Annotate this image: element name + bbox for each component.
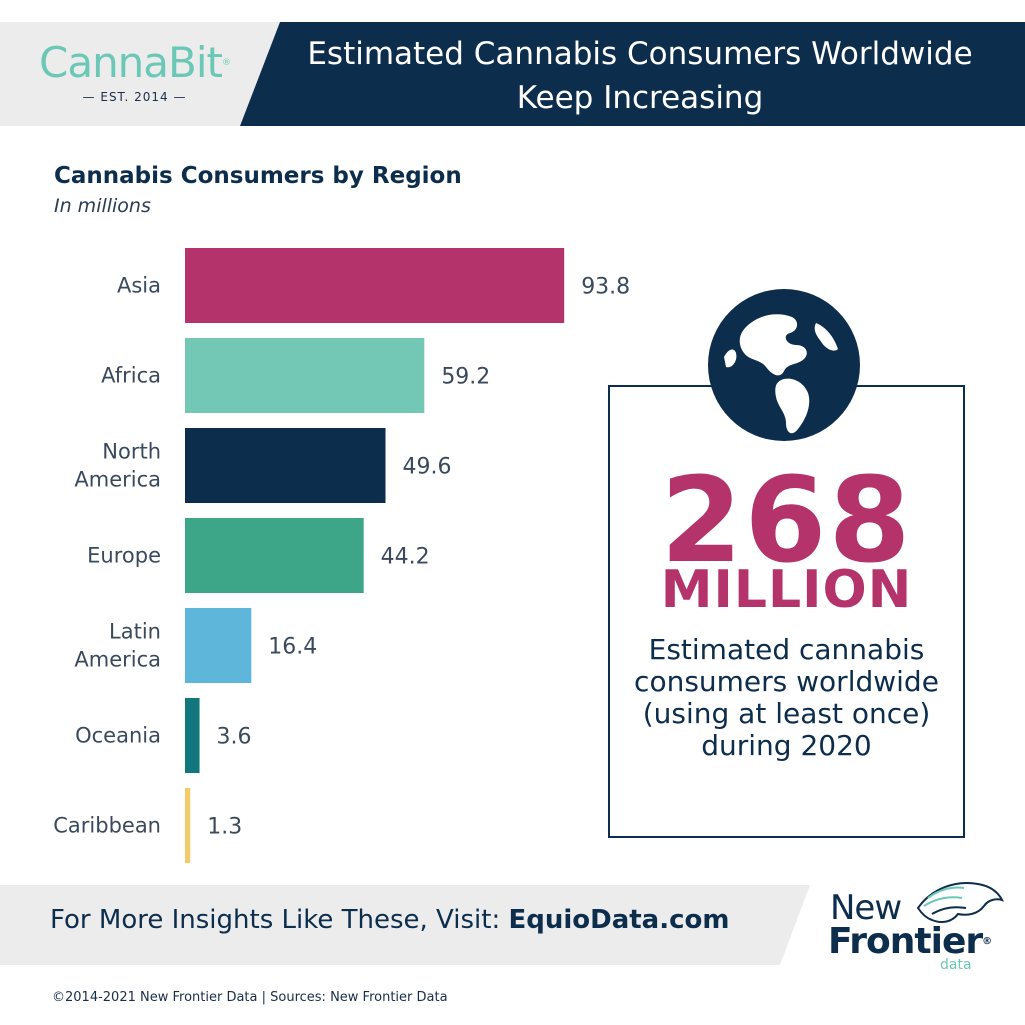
- category-label: Asia: [117, 274, 161, 298]
- new-frontier-registered-mark: ®: [982, 936, 992, 947]
- stat-description-line: (using at least once): [642, 697, 931, 730]
- page-title: Estimated Cannabis Consumers Worldwide K…: [270, 32, 1010, 120]
- value-label: 16.4: [268, 635, 317, 660]
- category-label: North America: [74, 440, 161, 492]
- stat-number: 268: [660, 451, 913, 589]
- footer-cta: For More Insights Like These, Visit: Equ…: [50, 905, 729, 935]
- value-label: 1.3: [207, 815, 242, 840]
- page-title-line-2: Keep Increasing: [516, 80, 764, 116]
- bar-asia: [185, 248, 565, 323]
- copyright: ©2014-2021 New Frontier Data | Sources: …: [52, 990, 448, 1005]
- stat-unit: MILLION: [660, 560, 913, 620]
- bar-oceania: [185, 698, 200, 773]
- stat-description: Estimated cannabis consumers worldwide (…: [618, 634, 955, 762]
- stat-box: [608, 385, 965, 838]
- footer-cta-prefix: For More Insights Like These, Visit:: [50, 905, 509, 935]
- category-label: Latin America: [74, 620, 161, 672]
- logo-established: — EST. 2014 —: [82, 90, 187, 104]
- bar-africa: [185, 338, 425, 413]
- footer-band: [0, 885, 810, 965]
- value-label: 44.2: [381, 545, 430, 570]
- bar-caribbean: [185, 788, 191, 863]
- page-title-line-1: Estimated Cannabis Consumers Worldwide: [307, 36, 973, 72]
- equiodata-link[interactable]: EquioData.com: [508, 905, 730, 935]
- logo-band: [0, 22, 280, 126]
- title-band: [240, 22, 1025, 126]
- chart-title: Cannabis Consumers by Region: [54, 163, 462, 189]
- value-label: 3.6: [217, 725, 252, 750]
- stat-description-line: consumers worldwide: [634, 665, 939, 698]
- bar-latin-america: [185, 608, 252, 683]
- value-label: 93.8: [581, 275, 630, 300]
- stat-description-line: Estimated cannabis: [648, 633, 925, 666]
- stat-description-line: during 2020: [701, 729, 872, 762]
- value-label: 49.6: [403, 455, 452, 480]
- category-label: Africa: [101, 364, 161, 388]
- bar-chart: Asia 93.8 Africa 59.2 North America 49.6 Europe…: [53, 248, 630, 863]
- cannabit-logo: CannaBit® — EST. 2014 —: [27, 38, 242, 105]
- category-label: Europe: [87, 544, 161, 568]
- value-label: 59.2: [441, 365, 490, 390]
- new-frontier-logo-new: New: [830, 888, 902, 928]
- bar-north-america: [185, 428, 386, 503]
- new-frontier-logo-frontier: Frontier®: [828, 921, 992, 962]
- chart-subtitle: In millions: [54, 195, 151, 217]
- category-label: Oceania: [75, 724, 161, 748]
- category-label: Caribbean: [53, 814, 161, 838]
- new-frontier-logo-data: data: [940, 957, 972, 973]
- globe-icon: [708, 289, 860, 441]
- logo-registered-mark: ®: [222, 58, 231, 68]
- bar-europe: [185, 518, 364, 593]
- logo-name: CannaBit: [39, 38, 223, 87]
- new-frontier-logo-frontier-word: Frontier: [828, 921, 983, 962]
- horse-icon: [916, 882, 1004, 923]
